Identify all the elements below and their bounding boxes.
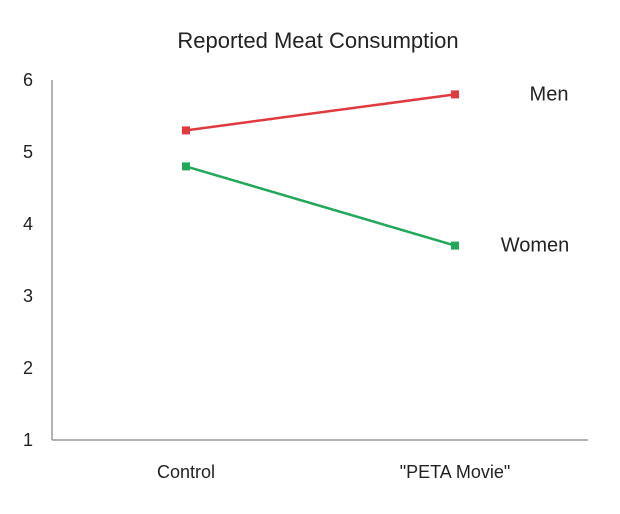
y-tick-label: 3 [23, 286, 33, 306]
chart-title: Reported Meat Consumption [177, 28, 458, 53]
y-tick-label: 6 [23, 70, 33, 90]
data-point-women [451, 241, 459, 250]
x-tick-label: "PETA Movie" [400, 462, 510, 482]
series-line-men [185, 93, 456, 132]
data-point-women [182, 162, 190, 171]
y-tick-label: 5 [23, 142, 33, 162]
series-label-men: Men [530, 83, 569, 105]
x-axis-ticks: Control "PETA Movie" [157, 462, 510, 482]
y-axis-ticks: 1 2 3 4 5 6 [23, 70, 33, 450]
series-line-women [185, 165, 456, 247]
series-layer: Men Women [182, 83, 570, 257]
x-tick-label: Control [157, 462, 215, 482]
series-label-women: Women [501, 235, 570, 257]
y-tick-label: 4 [23, 214, 33, 234]
data-point-men [451, 90, 459, 99]
y-tick-label: 2 [23, 358, 33, 378]
y-tick-label: 1 [23, 430, 33, 450]
data-point-men [182, 126, 190, 135]
